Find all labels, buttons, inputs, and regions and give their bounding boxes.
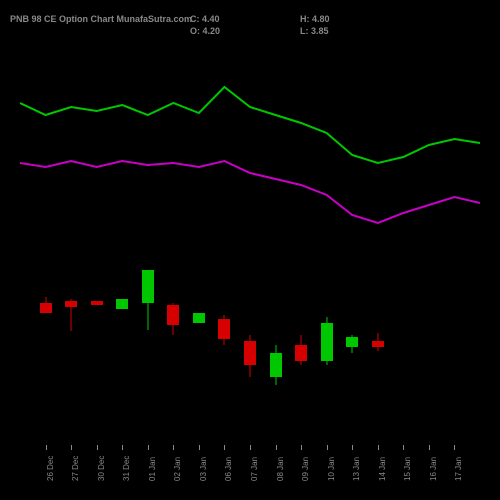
x-tick: 03 Jan bbox=[199, 445, 200, 450]
x-tick-label: 26 Dec bbox=[46, 456, 55, 481]
x-tick: 15 Jan bbox=[403, 445, 404, 450]
x-tick: 31 Dec bbox=[122, 445, 123, 450]
x-tick: 17 Jan bbox=[454, 445, 455, 450]
x-tick-label: 27 Dec bbox=[71, 456, 80, 481]
chart-container: PNB 98 CE Option Chart MunafaSutra.com C… bbox=[0, 0, 500, 500]
x-tick: 10 Jan bbox=[327, 445, 328, 450]
x-tick-label: 15 Jan bbox=[403, 457, 412, 481]
candle bbox=[142, 45, 154, 440]
x-tick: 02 Jan bbox=[173, 445, 174, 450]
candle bbox=[193, 45, 205, 440]
x-tick-label: 07 Jan bbox=[250, 457, 259, 481]
candle bbox=[218, 45, 230, 440]
candle bbox=[372, 45, 384, 440]
candle bbox=[244, 45, 256, 440]
x-tick: 30 Dec bbox=[97, 445, 98, 450]
chart-title: PNB 98 CE Option Chart MunafaSutra.com bbox=[10, 14, 192, 24]
ohlc-co: C: 4.40 O: 4.20 bbox=[190, 14, 220, 37]
x-tick: 09 Jan bbox=[301, 445, 302, 450]
x-tick-label: 30 Dec bbox=[97, 456, 106, 481]
x-tick-label: 14 Jan bbox=[378, 457, 387, 481]
candle bbox=[91, 45, 103, 440]
x-tick-label: 02 Jan bbox=[173, 457, 182, 481]
x-tick-label: 16 Jan bbox=[429, 457, 438, 481]
x-tick: 08 Jan bbox=[276, 445, 277, 450]
x-tick: 07 Jan bbox=[250, 445, 251, 450]
low-value: L: 3.85 bbox=[300, 26, 330, 38]
open-value: O: 4.20 bbox=[190, 26, 220, 38]
ohlc-hl: H: 4.80 L: 3.85 bbox=[300, 14, 330, 37]
x-tick: 26 Dec bbox=[46, 445, 47, 450]
candle bbox=[167, 45, 179, 440]
x-tick-label: 13 Jan bbox=[352, 457, 361, 481]
x-tick-label: 06 Jan bbox=[224, 457, 233, 481]
x-tick: 16 Jan bbox=[429, 445, 430, 450]
candle bbox=[40, 45, 52, 440]
x-tick: 01 Jan bbox=[148, 445, 149, 450]
candle bbox=[65, 45, 77, 440]
candle bbox=[270, 45, 282, 440]
candle bbox=[321, 45, 333, 440]
x-tick-label: 01 Jan bbox=[148, 457, 157, 481]
x-tick: 27 Dec bbox=[71, 445, 72, 450]
x-tick-label: 09 Jan bbox=[301, 457, 310, 481]
candle bbox=[116, 45, 128, 440]
high-value: H: 4.80 bbox=[300, 14, 330, 26]
x-tick-label: 10 Jan bbox=[327, 457, 336, 481]
x-tick: 14 Jan bbox=[378, 445, 379, 450]
x-tick-label: 03 Jan bbox=[199, 457, 208, 481]
x-tick-label: 08 Jan bbox=[276, 457, 285, 481]
candle bbox=[346, 45, 358, 440]
plot-area bbox=[20, 45, 480, 440]
candle bbox=[295, 45, 307, 440]
close-value: C: 4.40 bbox=[190, 14, 220, 26]
x-tick-label: 31 Dec bbox=[122, 456, 131, 481]
x-tick-label: 17 Jan bbox=[454, 457, 463, 481]
x-tick: 06 Jan bbox=[224, 445, 225, 450]
x-tick: 13 Jan bbox=[352, 445, 353, 450]
x-axis: 26 Dec 27 Dec 30 Dec 31 Dec 01 Jan 02 Jan 03 J… bbox=[20, 445, 480, 495]
